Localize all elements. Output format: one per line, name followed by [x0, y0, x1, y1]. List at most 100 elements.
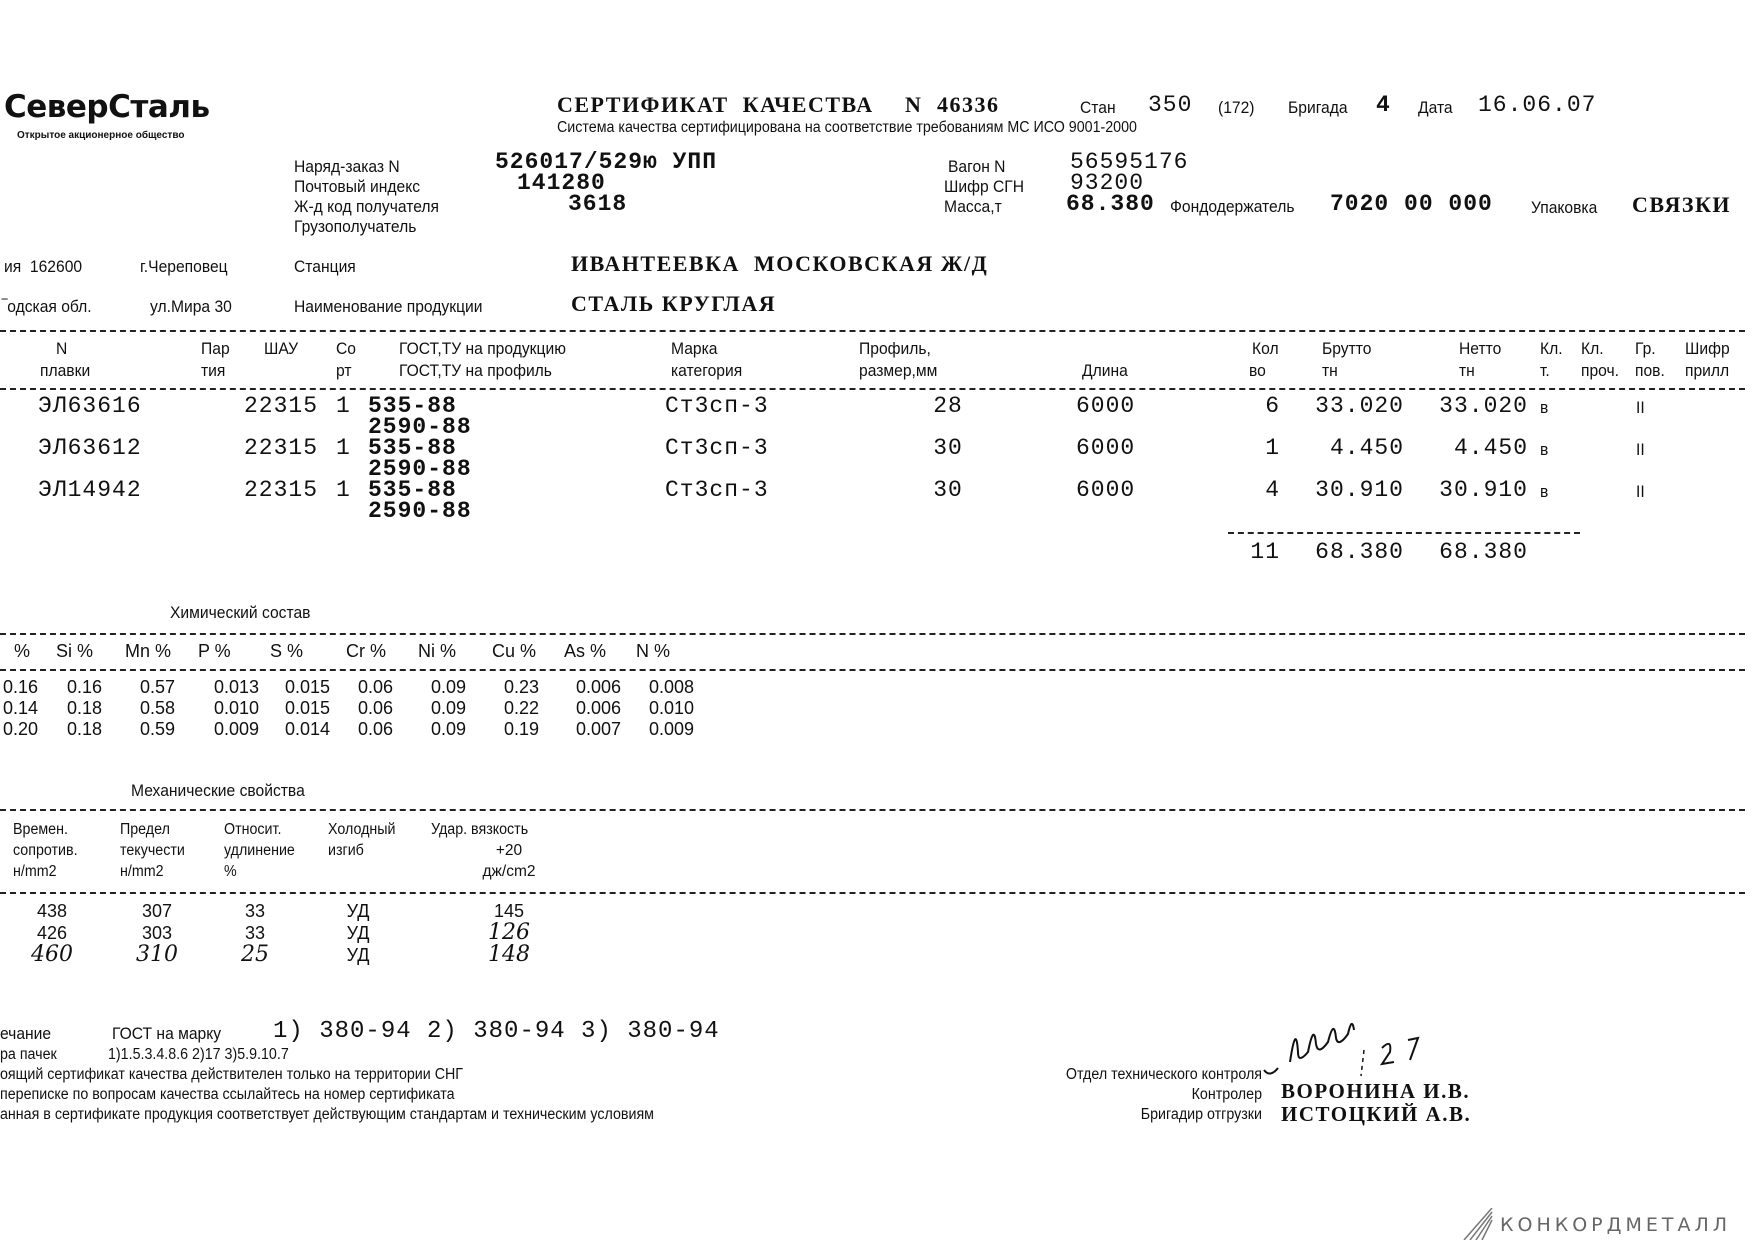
column-header-line1: Гр. [1635, 339, 1656, 358]
mill-extra: (172) [1218, 98, 1255, 117]
totals-divider [1228, 532, 1580, 534]
divider [0, 330, 1745, 332]
chemistry-value: 0.010 [649, 698, 695, 718]
mechanical-header: удлинение [224, 842, 295, 859]
total-qty: 11 [1250, 539, 1280, 565]
chemistry-header: N % [636, 641, 671, 661]
mechanical-header: н/mm2 [13, 863, 57, 880]
gost-product: 535-88 [368, 435, 457, 461]
length: 6000 [1076, 393, 1136, 419]
chemistry-value: 0.06 [358, 677, 394, 697]
konkord-logo-icon [1463, 1208, 1493, 1240]
chemistry-value: 0.010 [214, 698, 260, 718]
chemistry-value: 0.18 [67, 719, 103, 739]
handwritten-value: 148 [488, 942, 530, 967]
wagon-label: Вагон N [948, 157, 1006, 176]
column-header-line2: Длина [1082, 361, 1128, 380]
product-label: Наименование продукции [294, 297, 483, 316]
divider [0, 633, 1745, 635]
column-header-line1: Нетто [1459, 339, 1502, 358]
station-label: Станция [294, 257, 356, 276]
postal-value: 141280 [517, 170, 606, 196]
column-header-line1: Брутто [1322, 339, 1372, 358]
mass-label: Масса,т [944, 197, 1002, 216]
column-header-line1: Шифр [1685, 339, 1730, 358]
mechanical-header: % [224, 863, 237, 880]
chemistry-header: As % [564, 641, 607, 661]
mechanical-header: Времен. [13, 821, 68, 838]
chemistry-title: Химический состав [170, 603, 311, 622]
column-header-line1: Пар [201, 339, 230, 358]
watermark-text: КОНКОРДМЕТАЛЛ [1500, 1214, 1732, 1236]
chemistry-value: 0.20 [3, 719, 39, 739]
column-header-line1: ШАУ [264, 339, 299, 358]
steel-mark: Ст3сп-3 [665, 435, 769, 461]
wagon-value: 56595176 [1070, 149, 1189, 175]
column-header-line1: Со [336, 339, 356, 358]
gost-product: 535-88 [368, 477, 457, 503]
logo-subtitle: Открытое акционерное общество [17, 130, 185, 141]
chemistry-value: 0.09 [431, 719, 467, 739]
product-value: СТАЛЬ КРУГЛАЯ [571, 291, 777, 316]
column-header-line2: во [1249, 361, 1266, 380]
profile-size: 30 [933, 477, 963, 503]
mechanical-header: Относит. [224, 821, 282, 838]
handwritten-signature [1263, 1023, 1420, 1077]
chemistry-value: 0.008 [649, 677, 695, 697]
lot-number: 22315 [244, 477, 319, 503]
grade-sort: 1 [336, 393, 351, 419]
heat-number: ЭЛ63616 [38, 393, 142, 419]
foreman-label: Бригадир отгрузки [1140, 1106, 1262, 1123]
fund-holder-value: 7020 00 000 [1330, 191, 1493, 217]
chemistry-value: 0.23 [504, 677, 540, 697]
mechanical-value: 33 [244, 901, 266, 921]
note-line-3: анная в сертификате продукция соответств… [0, 1106, 654, 1123]
chemistry-value: 0.015 [285, 677, 331, 697]
column-header-line2: проч. [1581, 361, 1620, 380]
class-value: в [1540, 482, 1549, 501]
mechanical-value: 145 [493, 901, 525, 921]
divider [0, 669, 1745, 671]
sgn-label: Шифр СГН [944, 177, 1025, 196]
chemistry-value: 0.18 [67, 698, 103, 718]
column-header-line2: рт [336, 361, 352, 380]
mechanical-header: н/mm2 [120, 863, 164, 880]
total-gross: 68.380 [1315, 539, 1404, 565]
sgn-value: 93200 [1070, 170, 1145, 196]
column-header-line1: Кл. [1540, 339, 1563, 358]
handwritten-value: 25 [241, 942, 269, 967]
brigade-label: Бригада [1288, 98, 1348, 117]
mechanical-header: Удар. вязкость [431, 821, 529, 838]
rail-code-value: 3618 [568, 191, 628, 217]
class-value: в [1540, 398, 1549, 417]
column-header-line2: категория [671, 361, 743, 380]
quantity: 4 [1265, 477, 1280, 503]
certificate-number-label: N [905, 92, 923, 117]
divider [0, 388, 1745, 390]
chemistry-value: 0.14 [3, 698, 39, 718]
date-value: 16.06.07 [1478, 92, 1597, 118]
grade-sort: 1 [336, 435, 351, 461]
mechanical-value: 438 [36, 901, 68, 921]
mechanical-header: Холодный [328, 821, 396, 838]
mechanical-value: УД [346, 945, 370, 965]
fund-holder-label: Фондодержатель [1170, 197, 1295, 216]
chemistry-header: % [14, 641, 31, 661]
heat-number: ЭЛ63612 [38, 435, 142, 461]
mechanical-header: текучести [120, 842, 185, 859]
mechanical-header: +20 [495, 842, 523, 859]
column-header-line2: пов. [1635, 361, 1665, 380]
chemistry-value: 0.59 [140, 719, 176, 739]
gross-weight: 33.020 [1315, 393, 1404, 419]
column-header-line1: N [56, 339, 68, 358]
chemistry-header: Si % [56, 641, 94, 661]
net-weight: 30.910 [1439, 477, 1528, 503]
gost-profile: 2590-88 [368, 456, 472, 482]
mill-value: 350 [1148, 92, 1193, 118]
handwritten-value: 126 [488, 920, 530, 945]
column-header-line1: Кл. [1581, 339, 1604, 358]
chemistry-value: 0.09 [431, 677, 467, 697]
handwritten-value: 460 [31, 942, 73, 967]
chemistry-value: 0.06 [358, 719, 394, 739]
mechanical-value: 33 [244, 923, 266, 943]
